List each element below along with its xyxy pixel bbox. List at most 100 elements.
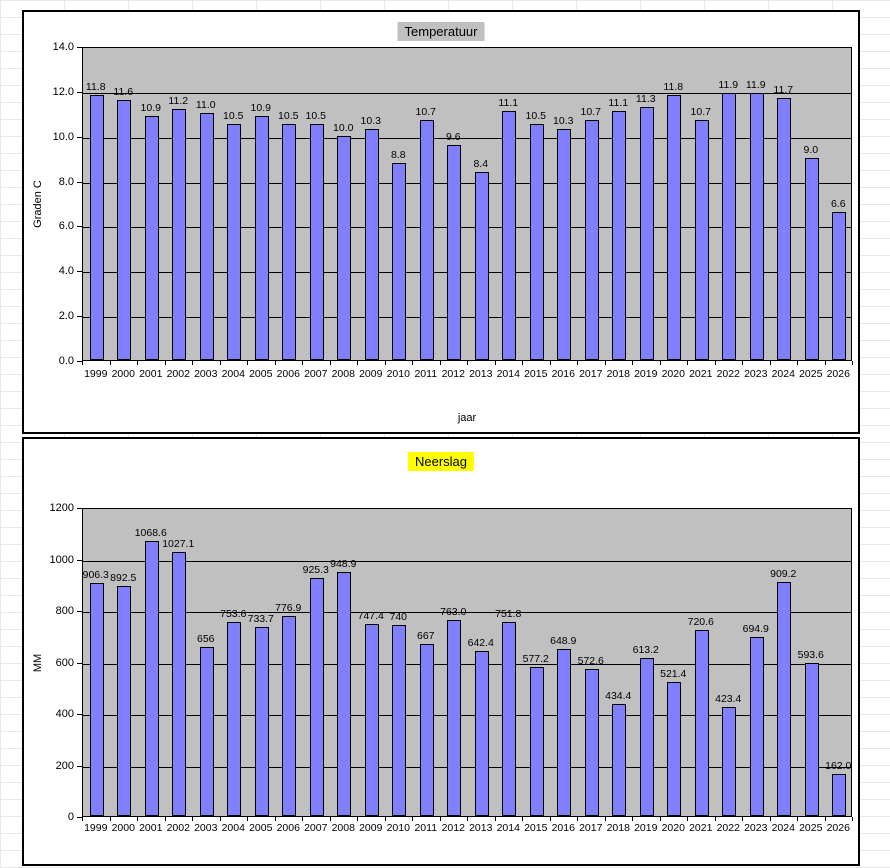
bar-2004[interactable] xyxy=(227,124,242,360)
bar-value-label: 1027.1 xyxy=(162,538,195,550)
bar-value-label: 656 xyxy=(196,633,215,645)
bar-2015[interactable] xyxy=(529,124,544,360)
bar-2013[interactable] xyxy=(474,651,489,816)
bar-value-label: 593.6 xyxy=(797,649,824,661)
bar-2000[interactable] xyxy=(117,586,132,816)
bar-value-label: 763.0 xyxy=(440,606,467,618)
bar-2020[interactable] xyxy=(667,95,682,360)
bar-value-label: 11.1 xyxy=(608,97,629,109)
bar-2025[interactable] xyxy=(804,663,819,816)
bar-2005[interactable] xyxy=(254,627,269,816)
bar-2007[interactable] xyxy=(309,124,324,360)
bar-2013[interactable] xyxy=(474,172,489,360)
bar-value-label: 948.9 xyxy=(330,558,357,570)
x-axis-tick xyxy=(495,817,496,821)
x-axis-tick xyxy=(577,361,578,365)
x-axis-tick xyxy=(852,361,853,365)
bar-value-label: 720.6 xyxy=(687,616,714,628)
bar-2011[interactable] xyxy=(419,120,434,360)
bar-2026[interactable] xyxy=(832,212,847,360)
bar-2007[interactable] xyxy=(309,578,324,816)
y-axis-tick xyxy=(77,182,82,183)
bar-2014[interactable] xyxy=(502,111,517,360)
x-axis-tick xyxy=(825,817,826,821)
bar-2012[interactable] xyxy=(447,620,462,816)
x-axis-tick xyxy=(330,817,331,821)
x-tick-label: 2026 xyxy=(826,368,850,380)
x-tick-label: 2014 xyxy=(496,822,520,834)
bar-2019[interactable] xyxy=(639,107,654,360)
bar-2001[interactable] xyxy=(144,116,159,360)
bar-2003[interactable] xyxy=(199,647,214,816)
x-axis-tick xyxy=(522,361,523,365)
x-tick-label: 2023 xyxy=(744,368,768,380)
bar-2006[interactable] xyxy=(282,616,297,816)
x-axis-tick xyxy=(412,361,413,365)
bar-2000[interactable] xyxy=(117,100,132,360)
bar-2012[interactable] xyxy=(447,145,462,360)
bar-value-label: 162.0 xyxy=(825,760,852,772)
x-tick-label: 2000 xyxy=(111,368,135,380)
bar-value-label: 434.4 xyxy=(605,690,632,702)
bar-2018[interactable] xyxy=(612,111,627,360)
bar-2008[interactable] xyxy=(337,572,352,816)
bar-2003[interactable] xyxy=(199,113,214,360)
bar-2017[interactable] xyxy=(584,669,599,816)
gridline xyxy=(83,183,851,184)
x-tick-label: 2004 xyxy=(221,368,245,380)
gridline xyxy=(83,138,851,139)
bar-2002[interactable] xyxy=(172,109,187,360)
bar-value-label: 925.3 xyxy=(302,564,329,576)
bar-value-label: 10.5 xyxy=(223,110,244,122)
bar-value-label: 10.5 xyxy=(305,110,326,122)
bar-value-label: 11.9 xyxy=(718,79,739,91)
bar-2025[interactable] xyxy=(804,158,819,360)
bar-2021[interactable] xyxy=(694,630,709,816)
x-tick-label: 2022 xyxy=(716,822,740,834)
temperatuur-chart-object[interactable]: Temperatuur Graden C 14.0 12.0 10.0 8.0 6.0 4… xyxy=(22,10,860,434)
bar-2010[interactable] xyxy=(392,163,407,360)
bar-2011[interactable] xyxy=(419,644,434,816)
bar-2002[interactable] xyxy=(172,552,187,816)
bar-2004[interactable] xyxy=(227,622,242,816)
bar-2001[interactable] xyxy=(144,541,159,816)
bar-2024[interactable] xyxy=(777,98,792,360)
bar-2014[interactable] xyxy=(502,622,517,816)
bar-2006[interactable] xyxy=(282,124,297,360)
bar-2022[interactable] xyxy=(722,707,737,816)
bar-2016[interactable] xyxy=(557,129,572,360)
bar-2016[interactable] xyxy=(557,649,572,816)
bar-2023[interactable] xyxy=(749,93,764,360)
bar-2018[interactable] xyxy=(612,704,627,816)
x-tick-label: 2017 xyxy=(579,368,603,380)
x-tick-label: 2009 xyxy=(359,368,383,380)
x-axis-tick xyxy=(440,361,441,365)
x-axis-tick xyxy=(632,361,633,365)
bar-value-label: 423.4 xyxy=(715,693,742,705)
chart-title[interactable]: Neerslag xyxy=(407,452,475,471)
bar-2010[interactable] xyxy=(392,625,407,816)
bar-1999[interactable] xyxy=(89,583,104,816)
bar-1999[interactable] xyxy=(89,95,104,360)
bar-2023[interactable] xyxy=(749,637,764,816)
y-axis-tick xyxy=(77,817,82,818)
y-tick-label: 1200 xyxy=(49,502,74,514)
x-axis-tick xyxy=(660,817,661,821)
bar-2021[interactable] xyxy=(694,120,709,360)
neerslag-chart-object[interactable]: Neerslag MM 1200 1000 800 600 400 200 0 906.3 19… xyxy=(22,437,860,866)
bar-2015[interactable] xyxy=(529,667,544,816)
bar-2005[interactable] xyxy=(254,116,269,360)
x-tick-label: 2013 xyxy=(469,368,493,380)
bar-2009[interactable] xyxy=(364,129,379,360)
x-axis-tick xyxy=(275,817,276,821)
bar-2009[interactable] xyxy=(364,624,379,816)
bar-2017[interactable] xyxy=(584,120,599,360)
bar-2019[interactable] xyxy=(639,658,654,816)
bar-2020[interactable] xyxy=(667,682,682,816)
bar-2022[interactable] xyxy=(722,93,737,360)
bar-value-label: 11.6 xyxy=(113,86,134,98)
bar-2026[interactable] xyxy=(832,774,847,816)
chart-title[interactable]: Temperatuur xyxy=(397,22,485,41)
bar-2024[interactable] xyxy=(777,582,792,816)
bar-2008[interactable] xyxy=(337,136,352,360)
